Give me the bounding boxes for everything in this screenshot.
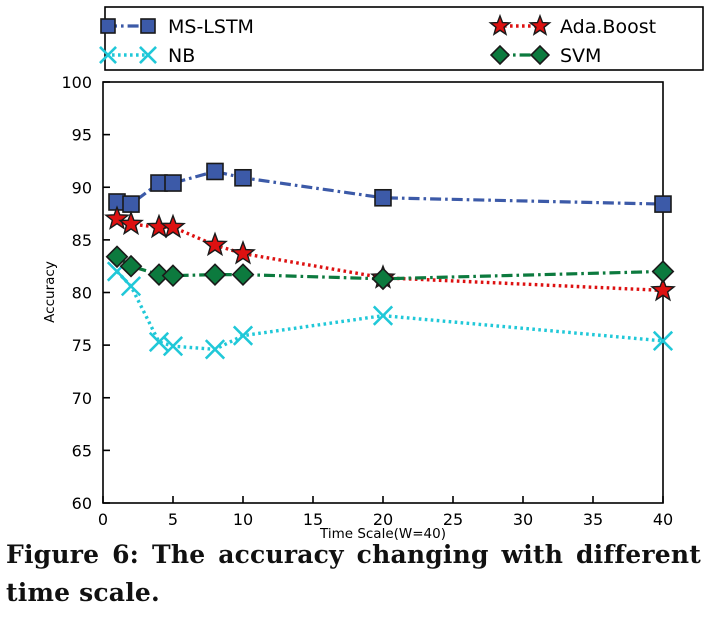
data-markers-group <box>104 162 676 360</box>
y-tick-label: 90 <box>72 178 92 197</box>
x-tick-label: 35 <box>583 510 603 529</box>
data-point-ms-lstm <box>234 168 252 187</box>
x-tick-label: 5 <box>168 510 178 529</box>
caption-line-2: time scale. <box>6 578 160 607</box>
data-point-svm <box>119 254 143 278</box>
data-point-svm <box>231 263 255 286</box>
chart-canvas: 60 65 70 75 80 85 90 95 100 0 5 10 15 20 25 30 35 40 MS-… <box>42 6 704 542</box>
legend-entries: MS-LSTM Ada.Boost NB SVM <box>99 13 656 67</box>
data-point-svm <box>651 260 675 283</box>
legend-marker <box>488 13 512 36</box>
legend-label-svm: SVM <box>560 45 601 67</box>
data-point-nb <box>372 305 394 326</box>
legend-marker <box>139 46 157 64</box>
data-point-ada-boost <box>118 210 144 236</box>
x-tick-label: 25 <box>443 510 463 529</box>
y-tick-label: 70 <box>72 389 92 408</box>
x-axis-ticks: 0 5 10 15 20 25 30 35 40 <box>98 496 673 529</box>
series-line-ms-lstm <box>116 169 664 206</box>
data-point-nb <box>204 339 226 360</box>
data-point-nb <box>232 325 254 346</box>
data-point-svm <box>371 267 395 291</box>
data-point-ms-lstm <box>654 195 672 213</box>
y-tick-label: 85 <box>72 231 92 250</box>
data-point-ada-boost <box>104 205 130 230</box>
data-point-svm <box>161 264 185 288</box>
legend-border <box>104 6 704 71</box>
x-axis-label: Time Scale(W=40) <box>319 526 446 542</box>
series-line-nb <box>115 270 664 352</box>
legend-marker <box>489 44 511 66</box>
data-point-nb <box>162 336 184 357</box>
y-tick-label: 80 <box>72 284 92 303</box>
x-tick-label: 0 <box>98 510 108 529</box>
data-point-nb <box>120 276 142 297</box>
data-point-ms-lstm <box>164 174 182 192</box>
legend-marker <box>100 18 116 34</box>
legend-marker <box>528 13 552 36</box>
y-tick-label: 65 <box>72 441 92 460</box>
x-tick-label: 40 <box>653 510 673 529</box>
legend-marker <box>140 18 156 34</box>
y-tick-label: 95 <box>72 126 92 145</box>
data-point-ada-boost <box>160 213 186 239</box>
data-point-ms-lstm <box>374 188 392 207</box>
legend-label-ms-lstm: MS-LSTM <box>168 16 254 38</box>
y-axis-ticks: 60 65 70 75 80 85 90 95 100 <box>61 73 110 513</box>
legend-marker <box>529 44 551 66</box>
y-tick-label: 75 <box>72 336 92 355</box>
data-point-nb <box>652 330 674 352</box>
data-point-svm <box>105 245 129 269</box>
y-tick-label: 60 <box>72 494 92 513</box>
legend <box>104 6 704 71</box>
data-point-svm <box>203 263 227 286</box>
x-tick-label: 20 <box>373 510 393 529</box>
data-point-ada-boost <box>230 239 256 265</box>
x-tick-label: 30 <box>513 510 533 529</box>
x-tick-label: 15 <box>303 510 323 529</box>
accuracy-line-chart: 60 65 70 75 80 85 90 95 100 0 5 10 15 20 25 30 35 40 MS-… <box>42 6 704 542</box>
data-point-svm <box>147 263 171 286</box>
legend-marker <box>99 46 117 64</box>
data-point-ada-boost <box>650 276 676 302</box>
data-point-nb <box>148 331 170 353</box>
y-tick-label: 100 <box>61 73 92 92</box>
y-axis-label: Accuracy <box>42 261 58 323</box>
data-point-ms-lstm <box>206 162 224 181</box>
legend-label-ada-boost: Ada.Boost <box>560 16 656 38</box>
legend-label-nb: NB <box>168 45 195 67</box>
x-tick-label: 10 <box>233 510 253 529</box>
data-point-ada-boost <box>202 231 228 257</box>
figure-caption: Figure 6: The accuracy changing with dif… <box>6 536 718 612</box>
caption-line-1: Figure 6: The accuracy changing with dif… <box>6 540 701 569</box>
data-point-ms-lstm <box>122 195 140 213</box>
